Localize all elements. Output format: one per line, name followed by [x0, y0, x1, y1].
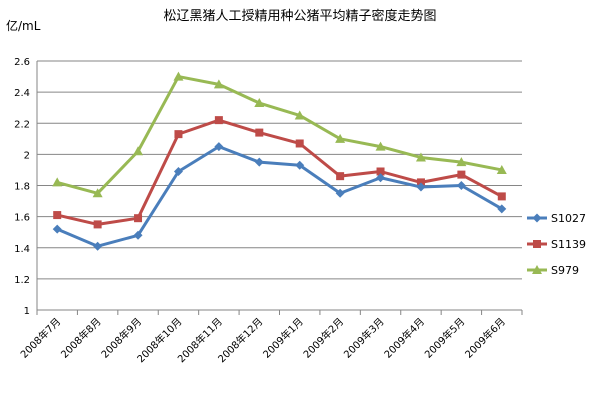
y-tick-label: 2.6 — [14, 57, 30, 68]
data-point-s1027 — [214, 142, 224, 152]
legend-item-s1139: S1139 — [527, 238, 586, 251]
y-tick-label: 2.2 — [14, 119, 30, 130]
y-tick-label: 1 — [24, 306, 30, 317]
legend-marker-s979 — [532, 265, 542, 274]
data-point-s1139 — [134, 214, 143, 223]
legend: S1027 S1139 S979 — [527, 212, 586, 277]
data-point-s1139 — [416, 178, 425, 187]
data-point-s1139 — [336, 172, 345, 181]
data-point-s1139 — [214, 116, 223, 125]
x-tick-label: 2008年8月 — [58, 315, 104, 361]
data-point-s1027 — [295, 160, 305, 170]
data-point-s1027 — [254, 157, 264, 167]
data-point-s1027 — [52, 224, 62, 234]
data-point-s979 — [335, 133, 346, 143]
x-tick-label: 2009年2月 — [300, 315, 346, 361]
data-point-s1027 — [416, 182, 426, 192]
legend-label-s1027: S1027 — [551, 212, 586, 225]
x-tick-label: 2009年3月 — [341, 315, 387, 361]
legend-marker-s1027 — [532, 213, 542, 223]
y-axis-unit-label: 亿/mL — [6, 18, 41, 33]
data-point-s1027 — [93, 241, 103, 251]
x-tick-label: 2009年5月 — [422, 315, 468, 361]
data-point-s979 — [456, 157, 467, 167]
legend-item-s1027: S1027 — [527, 212, 586, 225]
x-tick-label: 2008年7月 — [18, 315, 64, 361]
data-point-s979 — [415, 152, 426, 162]
x-tick-label: 2009年4月 — [381, 315, 427, 361]
y-tick-labels: 1 1.2 1.4 1.6 1.8 2 2.2 2.4 2.6 — [14, 57, 30, 317]
y-tick-label: 1.6 — [14, 213, 30, 224]
data-point-s979 — [254, 98, 265, 108]
data-point-s1139 — [295, 139, 304, 148]
data-point-s1139 — [457, 170, 466, 179]
gridlines — [37, 60, 522, 311]
data-point-s1139 — [53, 211, 62, 220]
axes — [36, 61, 523, 315]
data-point-s1027 — [376, 173, 386, 183]
data-point-s1139 — [255, 128, 264, 137]
data-point-s1139 — [174, 130, 183, 139]
legend-label-s979: S979 — [551, 264, 579, 277]
y-tick-label: 2.4 — [14, 88, 30, 99]
series-line-s1139 — [56, 118, 503, 226]
data-point-s979 — [173, 71, 184, 81]
data-point-s979 — [52, 177, 63, 187]
series-line-s1027 — [56, 145, 503, 248]
chart-title: 松辽黑猪人工授精用种公猪平均精子密度走势图 — [163, 8, 436, 24]
data-point-s979 — [92, 188, 103, 198]
data-point-s1139 — [376, 167, 385, 176]
data-point-s979 — [133, 146, 144, 156]
data-series — [52, 71, 507, 251]
data-point-s1139 — [497, 192, 506, 201]
data-point-s1027 — [133, 230, 143, 240]
data-point-s979 — [375, 141, 386, 151]
series-s1139 — [53, 116, 506, 229]
legend-marker-s1139 — [533, 240, 541, 248]
series-s1027 — [52, 142, 507, 251]
data-point-s979 — [496, 164, 507, 174]
series-line-s979 — [56, 75, 503, 195]
data-point-s1027 — [335, 188, 345, 198]
y-tick-label: 1.8 — [14, 182, 30, 193]
x-tick-label: 2009年1月 — [260, 315, 306, 361]
x-tick-label: 2009年6月 — [462, 315, 508, 361]
data-point-s979 — [213, 79, 224, 89]
y-tick-label: 1.2 — [14, 275, 30, 286]
legend-label-s1139: S1139 — [551, 238, 586, 251]
data-point-s1027 — [456, 181, 466, 190]
data-point-s1027 — [497, 204, 507, 214]
y-tick-label: 2 — [24, 150, 30, 161]
data-point-s979 — [294, 110, 305, 120]
y-tick-label: 1.4 — [14, 244, 30, 255]
legend-item-s979: S979 — [527, 264, 579, 277]
data-point-s1027 — [173, 166, 183, 176]
x-tick-labels: 2008年7月2008年8月2008年9月2008年10月2008年11月200… — [18, 315, 508, 365]
x-tick-label: 2008年9月 — [98, 315, 144, 361]
series-s979 — [52, 71, 507, 198]
data-point-s1139 — [93, 220, 102, 229]
